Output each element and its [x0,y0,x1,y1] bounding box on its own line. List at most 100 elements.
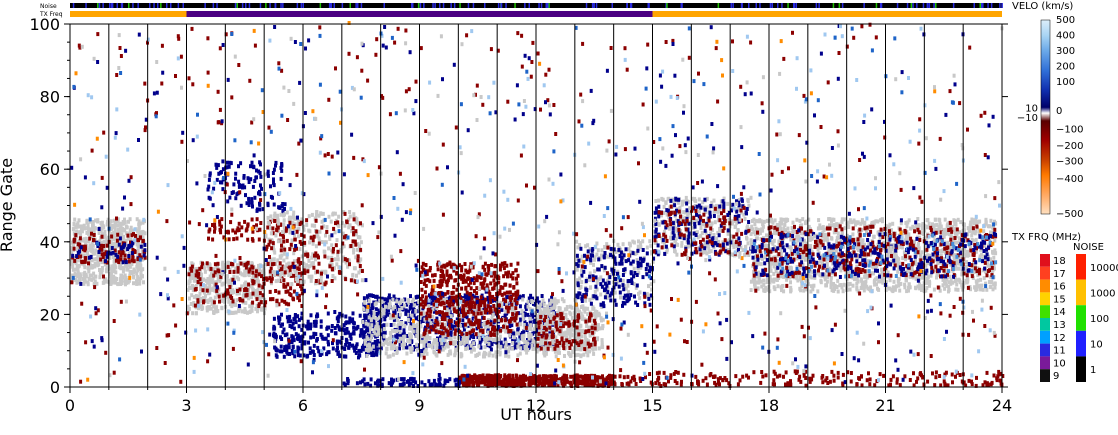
data-point [618,254,622,258]
data-point [207,291,210,296]
data-point [78,236,82,241]
data-point [469,349,473,354]
data-point [274,270,277,275]
data-point [619,295,622,300]
data-point [208,282,212,287]
data-point [353,279,357,284]
data-point [239,271,242,276]
data-point [391,352,395,357]
data-point [445,272,449,277]
data-point [112,269,116,274]
data-point [381,302,385,307]
data-point [266,262,270,266]
data-point [255,175,258,180]
data-point [307,214,311,219]
data-point [302,353,306,358]
data-point [597,346,601,351]
data-point [315,229,319,234]
data-point [77,264,81,269]
data-point [493,332,497,337]
data-point [578,324,582,329]
data-point [599,275,603,280]
data-point [275,227,279,232]
data-point [491,294,495,299]
data-point [587,339,591,344]
data-point [109,251,113,256]
data-point [288,215,291,220]
data-point [291,351,295,356]
data-point [436,284,440,288]
data-point [275,354,279,359]
data-point [348,262,351,267]
data-point [297,219,300,224]
data-point [294,277,298,282]
data-point [123,248,127,252]
data-point [618,290,622,295]
data-point [438,310,442,315]
data-point [282,222,286,227]
data-point [508,295,512,300]
noise-speck [109,3,111,8]
data-point [123,242,127,247]
data-point [216,309,220,313]
data-point [584,336,588,341]
data-point [348,214,352,219]
data-point [213,226,217,231]
data-point [373,331,377,336]
data-point [291,221,295,226]
data-point [519,322,522,327]
data-point [423,278,427,283]
data-point [427,301,431,306]
data-point [294,332,298,337]
data-point [269,258,273,263]
data-point [648,263,652,268]
data-point [591,306,595,311]
data-point [280,204,284,209]
data-point [490,342,494,347]
data-point [541,341,545,346]
noise-speck [666,3,668,8]
data-point [575,253,579,258]
data-point [121,249,125,254]
data-point [612,274,616,279]
noise-speck [269,3,271,8]
data-point [595,313,599,318]
data-point [296,295,300,300]
data-point [306,353,310,358]
data-point [523,340,527,345]
data-point [75,274,79,279]
data-point [587,277,591,282]
data-point [572,310,576,315]
data-point [526,304,530,309]
data-point [564,312,568,317]
data-point [455,299,459,304]
data-point [245,201,249,206]
data-point [129,240,132,245]
data-point [243,262,247,267]
data-point [329,260,333,265]
data-point [584,292,588,297]
data-point [481,264,485,269]
data-point [308,240,312,245]
data-point [234,196,238,201]
data-point [588,274,592,279]
data-point [207,287,211,292]
data-point [635,283,639,288]
data-point [636,260,640,265]
data-point [470,309,474,314]
data-point [502,324,505,329]
data-point [93,251,97,256]
data-point [596,248,600,253]
data-point [650,287,654,292]
data-point [445,317,449,322]
data-point [629,293,633,298]
data-point [633,251,637,256]
data-point [235,228,239,233]
data-point [297,346,301,351]
data-point [296,349,300,354]
data-point [293,237,297,242]
data-point [533,337,537,341]
data-point [384,313,388,318]
data-point [282,282,286,287]
data-point [619,250,623,255]
